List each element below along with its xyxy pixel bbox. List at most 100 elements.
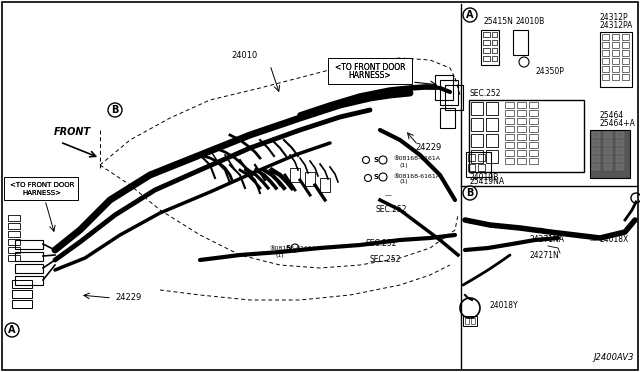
Bar [305, 172, 315, 186]
Text: <TO FRONT DOOR: <TO FRONT DOOR [10, 182, 74, 188]
Bar [592, 156, 600, 162]
Bar [290, 168, 300, 182]
Text: HARNESS>: HARNESS> [22, 190, 61, 196]
Bar [622, 34, 629, 40]
Bar [604, 132, 612, 138]
Text: 24229: 24229 [415, 144, 441, 153]
Bar [604, 164, 612, 170]
Bar [616, 148, 624, 154]
Text: 24010: 24010 [232, 51, 258, 61]
Bar [602, 34, 609, 40]
Bar [463, 316, 477, 326]
Text: 24271NA: 24271NA [530, 235, 565, 244]
Text: A: A [8, 325, 16, 335]
Text: 24010B: 24010B [515, 17, 544, 26]
Bar [8, 255, 20, 261]
Bar [481, 30, 499, 65]
Bar [486, 102, 498, 115]
Bar [505, 158, 514, 164]
Bar [15, 276, 43, 285]
Bar [616, 164, 624, 170]
Bar [440, 80, 458, 105]
Text: S: S [373, 157, 378, 163]
Bar [513, 30, 528, 55]
Bar [602, 66, 609, 72]
Text: SEC.252: SEC.252 [365, 238, 397, 247]
Text: 24018Y: 24018Y [490, 301, 518, 310]
Bar [505, 110, 514, 116]
Bar [622, 66, 629, 72]
Text: 25419NA: 25419NA [469, 177, 504, 186]
Bar [612, 58, 619, 64]
Bar [600, 32, 632, 87]
Bar [478, 154, 485, 161]
Bar [505, 126, 514, 132]
Text: 25415N: 25415N [484, 17, 514, 26]
Bar [8, 239, 20, 245]
Bar [465, 318, 469, 324]
Bar [486, 150, 498, 163]
Text: (1): (1) [276, 253, 285, 257]
Text: <TO FRONT DOOR: <TO FRONT DOOR [335, 62, 405, 71]
Text: 24350P: 24350P [535, 67, 564, 77]
Text: 25464: 25464 [600, 110, 624, 119]
Text: FRONT: FRONT [53, 127, 91, 137]
Text: SEC.252: SEC.252 [370, 256, 401, 264]
Bar [471, 134, 483, 147]
Circle shape [463, 186, 477, 200]
Text: —: — [590, 237, 597, 243]
Bar [486, 118, 498, 131]
Bar [15, 240, 43, 249]
Text: HARNESS>: HARNESS> [349, 71, 391, 80]
Bar [8, 223, 20, 229]
Circle shape [108, 103, 122, 117]
Bar [612, 34, 619, 40]
Bar [616, 156, 624, 162]
Bar [612, 42, 619, 48]
Bar [4, 177, 78, 200]
Bar [483, 32, 490, 37]
Bar [469, 100, 584, 172]
Bar [602, 50, 609, 56]
Text: (1): (1) [399, 163, 408, 167]
Bar [517, 158, 526, 164]
Bar [517, 150, 526, 156]
Bar [328, 58, 412, 84]
Bar [12, 290, 32, 298]
Bar [505, 118, 514, 124]
Text: (1): (1) [399, 180, 408, 185]
Bar [445, 85, 463, 110]
Bar [604, 140, 612, 146]
Bar [320, 178, 330, 192]
Bar [471, 118, 483, 131]
Bar [8, 247, 20, 253]
Bar [529, 142, 538, 148]
Bar [466, 152, 491, 177]
Bar [622, 42, 629, 48]
Bar [592, 148, 600, 154]
Text: B: B [467, 188, 474, 198]
Bar [483, 48, 490, 53]
Text: —: — [385, 192, 392, 198]
Bar [440, 108, 455, 128]
Text: HARNESS>: HARNESS> [22, 190, 61, 196]
Bar [612, 74, 619, 80]
Bar [529, 110, 538, 116]
Bar [602, 42, 609, 48]
Bar [529, 134, 538, 140]
Bar [492, 32, 497, 37]
Circle shape [5, 323, 19, 337]
Bar [483, 56, 490, 61]
Text: 24010B: 24010B [469, 173, 499, 183]
Bar [592, 164, 600, 170]
Bar [622, 58, 629, 64]
Text: J2400AV3: J2400AV3 [593, 353, 634, 362]
Bar [505, 150, 514, 156]
Bar [8, 231, 20, 237]
Bar [517, 110, 526, 116]
Bar [616, 140, 624, 146]
Circle shape [463, 8, 477, 22]
Bar [529, 150, 538, 156]
Text: 24229: 24229 [115, 294, 141, 302]
Bar [517, 118, 526, 124]
